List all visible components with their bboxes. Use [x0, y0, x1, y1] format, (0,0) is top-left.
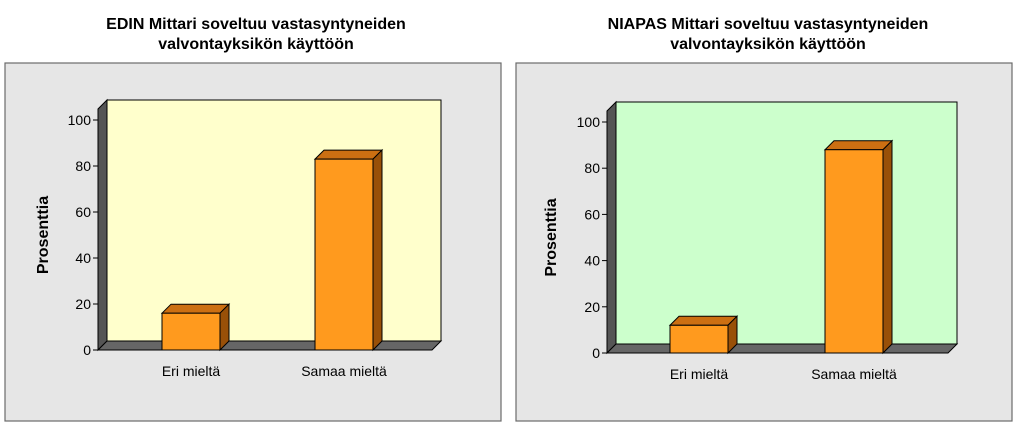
y-tick-label: 40 — [75, 250, 91, 266]
chart-title-edin: EDIN Mittari soveltuu vastasyntyneiden v… — [0, 15, 512, 55]
bar-top-face — [823, 140, 894, 151]
y-tick-label: 80 — [584, 160, 600, 176]
x-category-label: Eri mieltä — [670, 366, 729, 382]
chart-title-line-2: valvontayksikön käyttöön — [670, 36, 866, 53]
chart-title-line-1: NIAPAS Mittari soveltuu vastasyntyneiden — [607, 16, 929, 33]
y-tick-label: 60 — [584, 206, 600, 222]
bar-front-face — [161, 312, 221, 351]
x-category-label: Samaa mieltä — [811, 366, 897, 382]
bar-top-face — [668, 315, 739, 326]
bar-1 — [668, 315, 739, 355]
bar-front-face — [824, 149, 884, 354]
y-axis-label: Prosenttia — [543, 198, 560, 276]
plot-floor — [605, 343, 959, 354]
bar-1 — [160, 302, 231, 352]
y-tick-label: 0 — [83, 342, 91, 358]
y-axis-label: Prosenttia — [35, 196, 52, 274]
bar-front-face — [669, 324, 729, 354]
y-tick-label: 60 — [75, 204, 91, 220]
bar-2 — [823, 139, 894, 355]
chart-title-niapas: NIAPAS Mittari soveltuu vastasyntyneiden… — [512, 15, 1024, 55]
bar-2 — [313, 148, 384, 352]
chart-title-line-2: valvontayksikön käyttöön — [158, 36, 354, 53]
bar-side-face — [882, 139, 893, 355]
y-tick-label: 80 — [75, 158, 91, 174]
x-category-label: Samaa mieltä — [301, 363, 387, 379]
y-tick-label: 100 — [577, 114, 601, 130]
plot-side-wall — [606, 100, 617, 355]
x-category-label: Eri mieltä — [162, 363, 221, 379]
y-tick-label: 0 — [592, 345, 600, 361]
bar-front-face — [314, 158, 374, 351]
chart-title-line-1: EDIN Mittari soveltuu vastasyntyneiden — [106, 16, 406, 33]
y-tick-label: 40 — [584, 253, 600, 269]
plot-back-wall — [615, 101, 958, 345]
y-tick-label: 20 — [584, 299, 600, 315]
y-tick-label: 100 — [68, 112, 92, 128]
y-tick-label: 20 — [75, 296, 91, 312]
